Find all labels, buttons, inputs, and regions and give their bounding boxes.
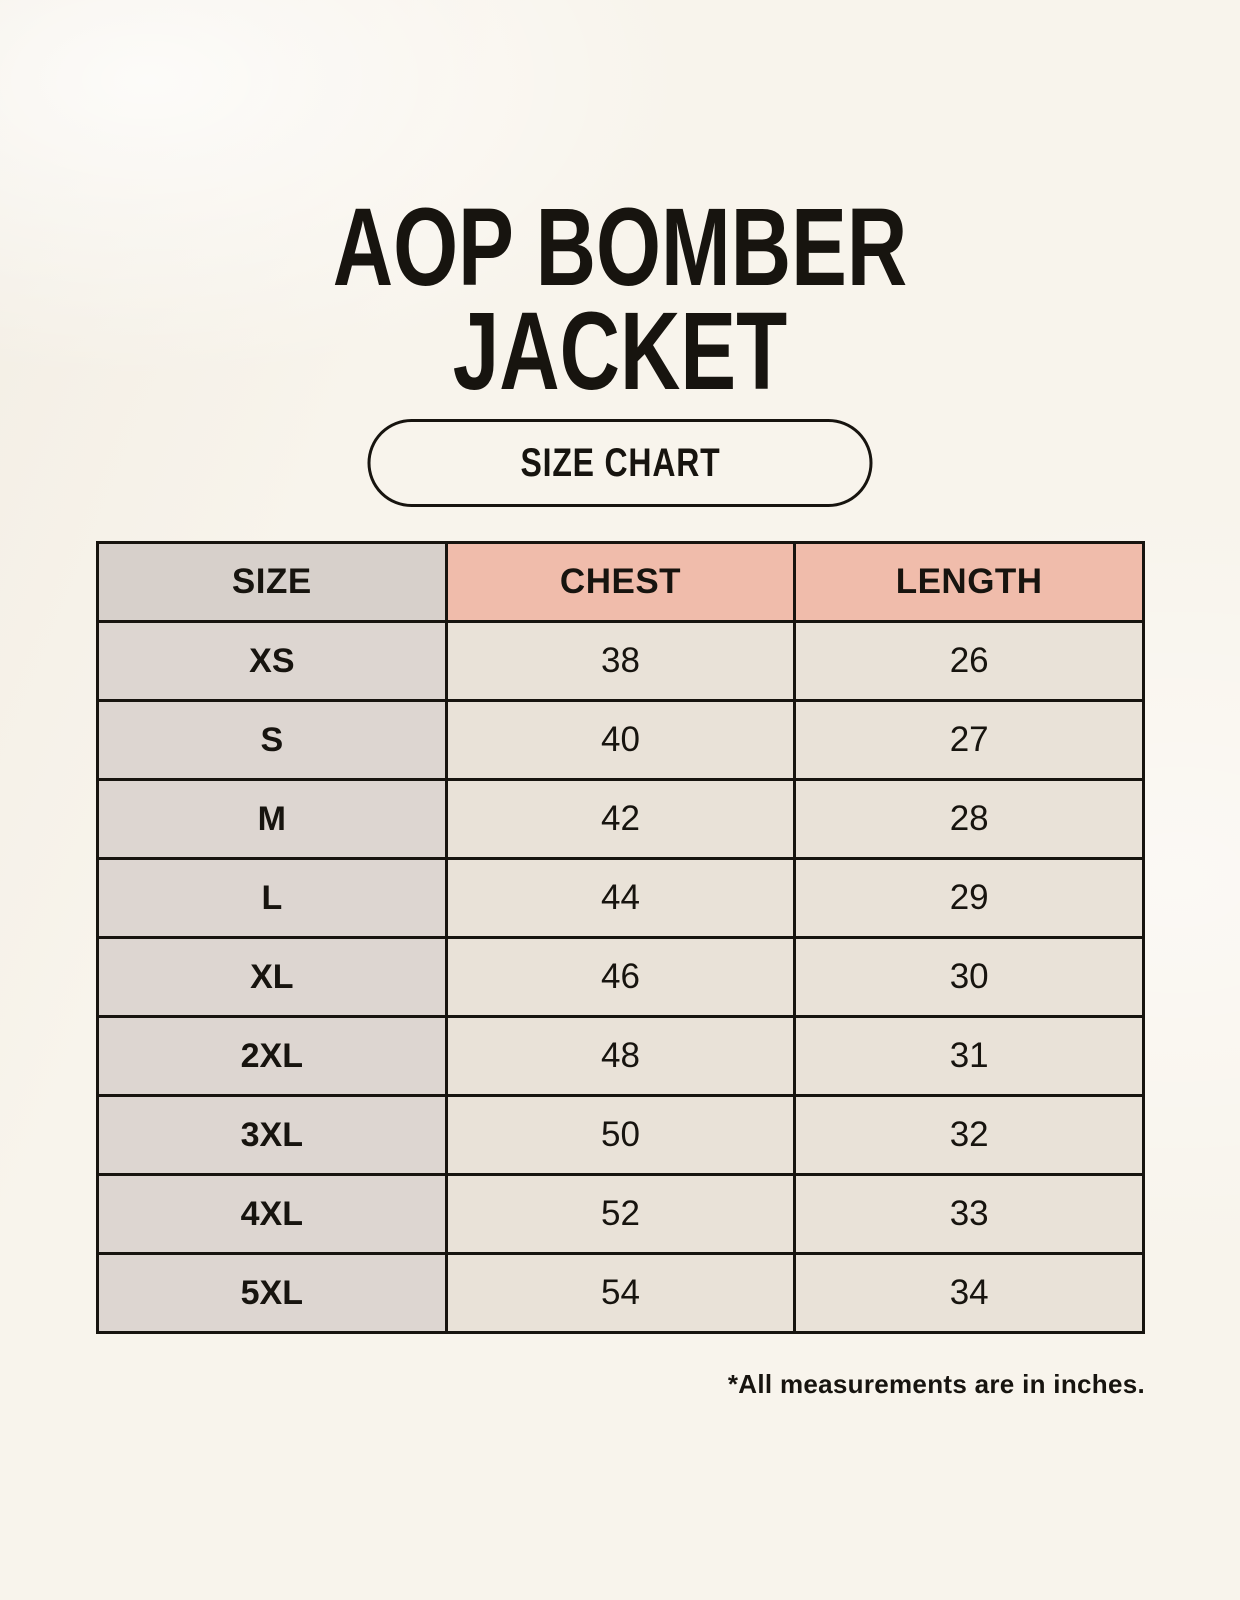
chest-cell: 54 <box>444 1252 797 1334</box>
length-cell: 32 <box>793 1094 1145 1176</box>
size-cell: XS <box>96 620 448 702</box>
chest-cell: 44 <box>444 857 797 939</box>
chest-cell: 42 <box>444 778 797 860</box>
column-header-length: LENGTH <box>793 541 1145 623</box>
chest-cell: 50 <box>444 1094 797 1176</box>
table-row: M 42 28 <box>96 778 1145 860</box>
length-cell: 26 <box>793 620 1145 702</box>
size-chart-badge: SIZE CHART <box>367 419 873 507</box>
length-cell: 31 <box>793 1015 1145 1097</box>
table-row: S 40 27 <box>96 699 1145 781</box>
chest-cell: 40 <box>444 699 797 781</box>
size-chart-badge-label: SIZE CHART <box>520 440 720 485</box>
table-row: XS 38 26 <box>96 620 1145 702</box>
size-cell: L <box>96 857 448 939</box>
chest-cell: 46 <box>444 936 797 1018</box>
size-table-header: SIZE CHEST LENGTH <box>96 541 1145 623</box>
page-title: AOP BOMBER JACKET <box>149 186 1091 413</box>
length-cell: 30 <box>793 936 1145 1018</box>
chest-cell: 38 <box>444 620 797 702</box>
length-cell: 33 <box>793 1173 1145 1255</box>
size-cell: 4XL <box>96 1173 448 1255</box>
chest-cell: 48 <box>444 1015 797 1097</box>
table-row: XL 46 30 <box>96 936 1145 1018</box>
length-cell: 34 <box>793 1252 1145 1334</box>
length-cell: 28 <box>793 778 1145 860</box>
size-cell: XL <box>96 936 448 1018</box>
table-row: 3XL 50 32 <box>96 1094 1145 1176</box>
table-row: 4XL 52 33 <box>96 1173 1145 1255</box>
length-cell: 29 <box>793 857 1145 939</box>
size-cell: 5XL <box>96 1252 448 1334</box>
column-header-size: SIZE <box>96 541 448 623</box>
title-line-2: JACKET <box>452 290 788 413</box>
measurement-note: *All measurements are in inches. <box>727 1369 1145 1399</box>
size-table-body: XS 38 26 S 40 27 M 42 28 L 44 29 XL 46 30 2XL 48 31 3XL 50 3… <box>96 620 1145 1334</box>
length-cell: 27 <box>793 699 1145 781</box>
size-cell: 3XL <box>96 1094 448 1176</box>
column-header-chest: CHEST <box>444 541 797 623</box>
chest-cell: 52 <box>444 1173 797 1255</box>
size-table: SIZE CHEST LENGTH XS 38 26 S 40 27 M 42 28 L 44 29 X… <box>96 541 1145 1334</box>
table-row: 5XL 54 34 <box>96 1252 1145 1334</box>
size-cell: M <box>96 778 448 860</box>
size-cell: 2XL <box>96 1015 448 1097</box>
title-line-1: AOP BOMBER <box>332 186 908 309</box>
size-cell: S <box>96 699 448 781</box>
header-row: SIZE CHEST LENGTH <box>96 541 1145 623</box>
table-row: L 44 29 <box>96 857 1145 939</box>
table-row: 2XL 48 31 <box>96 1015 1145 1097</box>
